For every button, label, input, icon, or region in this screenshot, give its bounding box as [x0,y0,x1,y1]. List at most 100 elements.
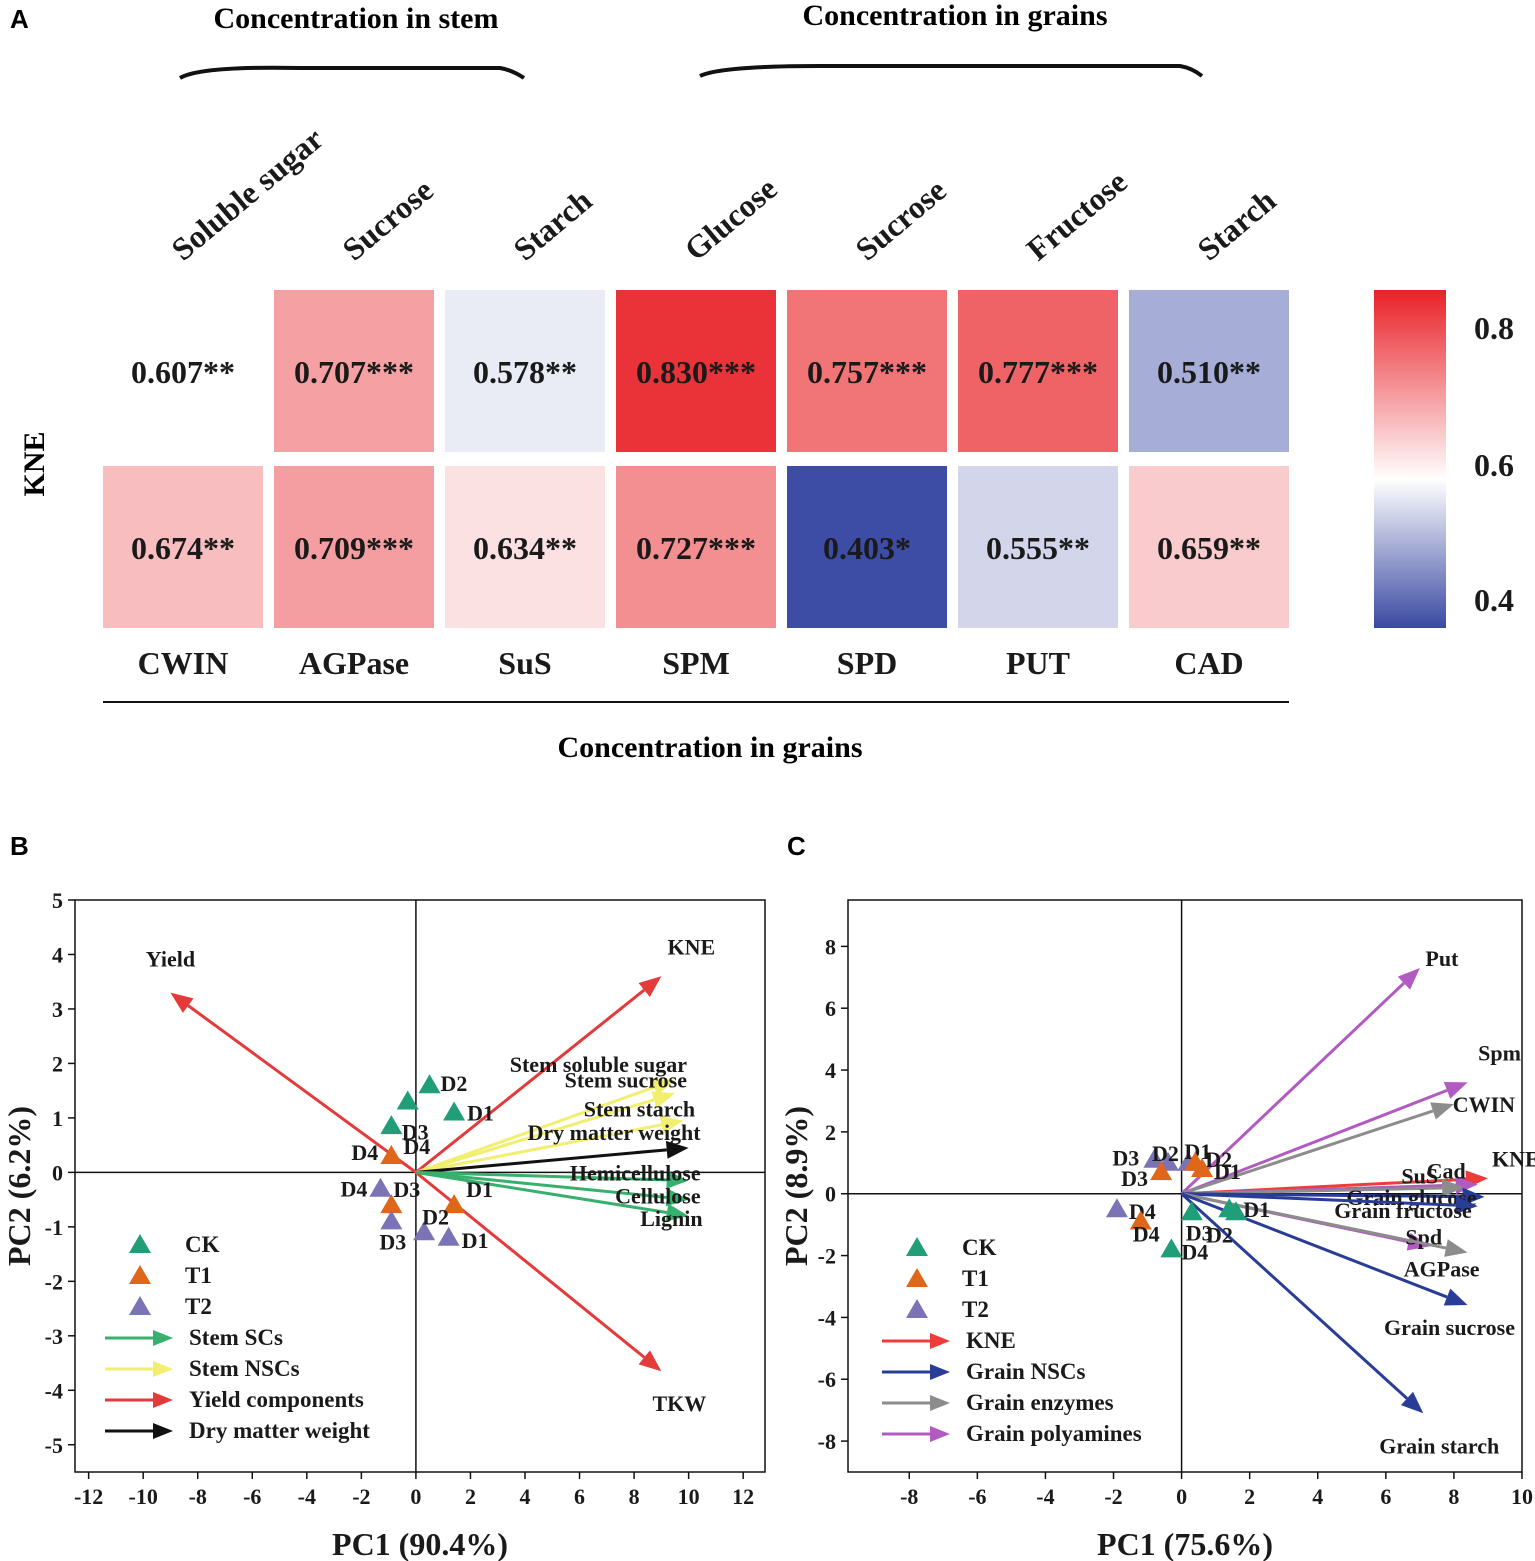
loading-arrowhead [651,1078,675,1096]
plot-frame [847,899,1523,1473]
loading-arrowhead [1400,1391,1424,1414]
score-point [380,1210,403,1230]
loading-label: Dry matter weight [528,1120,702,1145]
x-tick-label: 4 [520,1484,531,1509]
legend-label: T2 [185,1294,212,1319]
heat-cell-value: 0.707*** [294,354,414,390]
heat-cell [958,290,1118,452]
loading-label: Spm [1478,1040,1521,1065]
heat-cell [274,466,434,628]
x-tick-label: -12 [74,1484,103,1509]
loading-arrow [415,1170,667,1199]
y-tick-label: -1 [45,1215,63,1240]
loading-arrow [1180,982,1405,1195]
heat-column-bottom-label: SuS [498,645,551,681]
y-axis-title: PC2 (6.2%) [1,1106,37,1266]
score-point [1191,1157,1214,1177]
loading-arrow [415,1148,667,1174]
score-point-label: D3 [393,1177,420,1202]
loading-arrowhead [659,1115,684,1134]
legend-marker [129,1234,151,1253]
y-tick-label: 4 [825,1058,836,1083]
score-point-label: D1 [1214,1159,1241,1184]
heat-column-top-label: Fructose [1019,163,1133,267]
score-point-label: D2 [1205,1147,1232,1172]
score-point [443,1101,466,1121]
x-tick-label: 8 [1448,1484,1459,1509]
colorbar-tick-label: 0.8 [1474,310,1514,346]
y-tick-label: 4 [52,942,63,967]
heat-column-bottom-label: SPM [662,645,730,681]
x-tick-label: -4 [298,1484,316,1509]
x-tick-label: 6 [574,1484,585,1509]
heat-cell [787,290,947,452]
x-axis-title: PC1 (90.4%) [332,1526,508,1561]
loading-arrow [1181,1192,1456,1207]
y-tick-label: 2 [825,1120,836,1145]
legend-arrowhead [153,1330,173,1346]
x-tick-label: -8 [900,1484,918,1509]
score-point [418,1074,441,1094]
score-point [369,1177,392,1197]
y-tick-label: 1 [52,1106,63,1131]
colorbar [1374,290,1446,628]
loading-label: KNE [1492,1146,1535,1171]
score-point [1143,1148,1166,1168]
loading-arrow [415,1098,655,1174]
score-point-label: D4 [340,1177,367,1202]
loading-arrow [1181,1192,1447,1250]
legend-arrowhead [930,1364,950,1380]
loading-arrow [187,1004,417,1174]
plot-frame [74,899,766,1473]
score-point-label: D2 [1206,1222,1233,1247]
heat-cell [445,466,605,628]
heat-cell [1129,290,1289,452]
loading-arrowhead [1430,1102,1454,1120]
y-tick-label: -2 [818,1244,836,1269]
legend-arrowhead [153,1423,173,1439]
grain-group-brace [699,64,1204,78]
score-point-label: D3 [402,1120,429,1145]
x-tick-label: -10 [129,1484,158,1509]
heat-column-top-label: Starch [506,182,598,268]
x-tick-label: 0 [410,1484,421,1509]
heat-cell [616,466,776,628]
heat-column-bottom-label: SPD [837,645,897,681]
stem-group-header: Concentration in stem [214,2,499,35]
heatmap-row-label: KNE [18,431,51,496]
legend-label: KNE [966,1328,1016,1353]
loading-arrow [414,1171,646,1359]
pca-plot-b: -12 -10 -8 -6 -4 -2 0 2 4 6 8 10 12543210-1-2-3-4-5P… [1,888,766,1561]
heat-cell-value: 0.757*** [807,354,927,390]
loading-label: AGPase [1404,1256,1480,1281]
x-tick-label: -2 [1104,1484,1122,1509]
loading-label: Cellulose [615,1184,701,1209]
score-point [1150,1161,1173,1181]
legend-arrowhead [153,1361,173,1377]
heat-cell-value: 0.510** [1157,354,1261,390]
score-point-label: D3 [1186,1220,1213,1245]
score-point [443,1194,466,1214]
score-point-label: D4 [1181,1239,1208,1264]
loading-label: TKW [652,1391,706,1416]
legend-label: T1 [962,1266,989,1291]
loading-label: Grain sucrose [1384,1315,1515,1340]
legend-label: Dry matter weight [189,1418,370,1443]
legend-label: CK [185,1232,220,1257]
loading-arrowhead [665,1203,689,1222]
score-point-label: D1 [1243,1197,1270,1222]
loading-arrowhead [651,1091,675,1109]
score-point-label: D1 [466,1177,493,1202]
heat-cell-value: 0.727*** [636,530,756,566]
loading-arrowhead [1397,968,1420,990]
heat-cell-value: 0.555** [986,530,1090,566]
score-point-label: D1 [462,1228,489,1253]
loading-label: Stem sucrose [565,1067,688,1092]
y-axis-title: PC2 (8.9%) [778,1106,814,1266]
y-tick-label: -3 [45,1324,63,1349]
score-point [1105,1198,1128,1218]
loading-label: Stem soluble sugar [510,1052,687,1077]
panel-c-letter: C [787,831,806,861]
pca-plot-c: -8 -6 -4 -2 0 2 4 6 8 10 8 6 4 2 0 -2 -4 -6 -8 PC1 (75.6%) P… [778,899,1535,1561]
heatmap-top-labels: Soluble sugar Sucrose Starch Glucose Sucrose… [164,120,1282,267]
